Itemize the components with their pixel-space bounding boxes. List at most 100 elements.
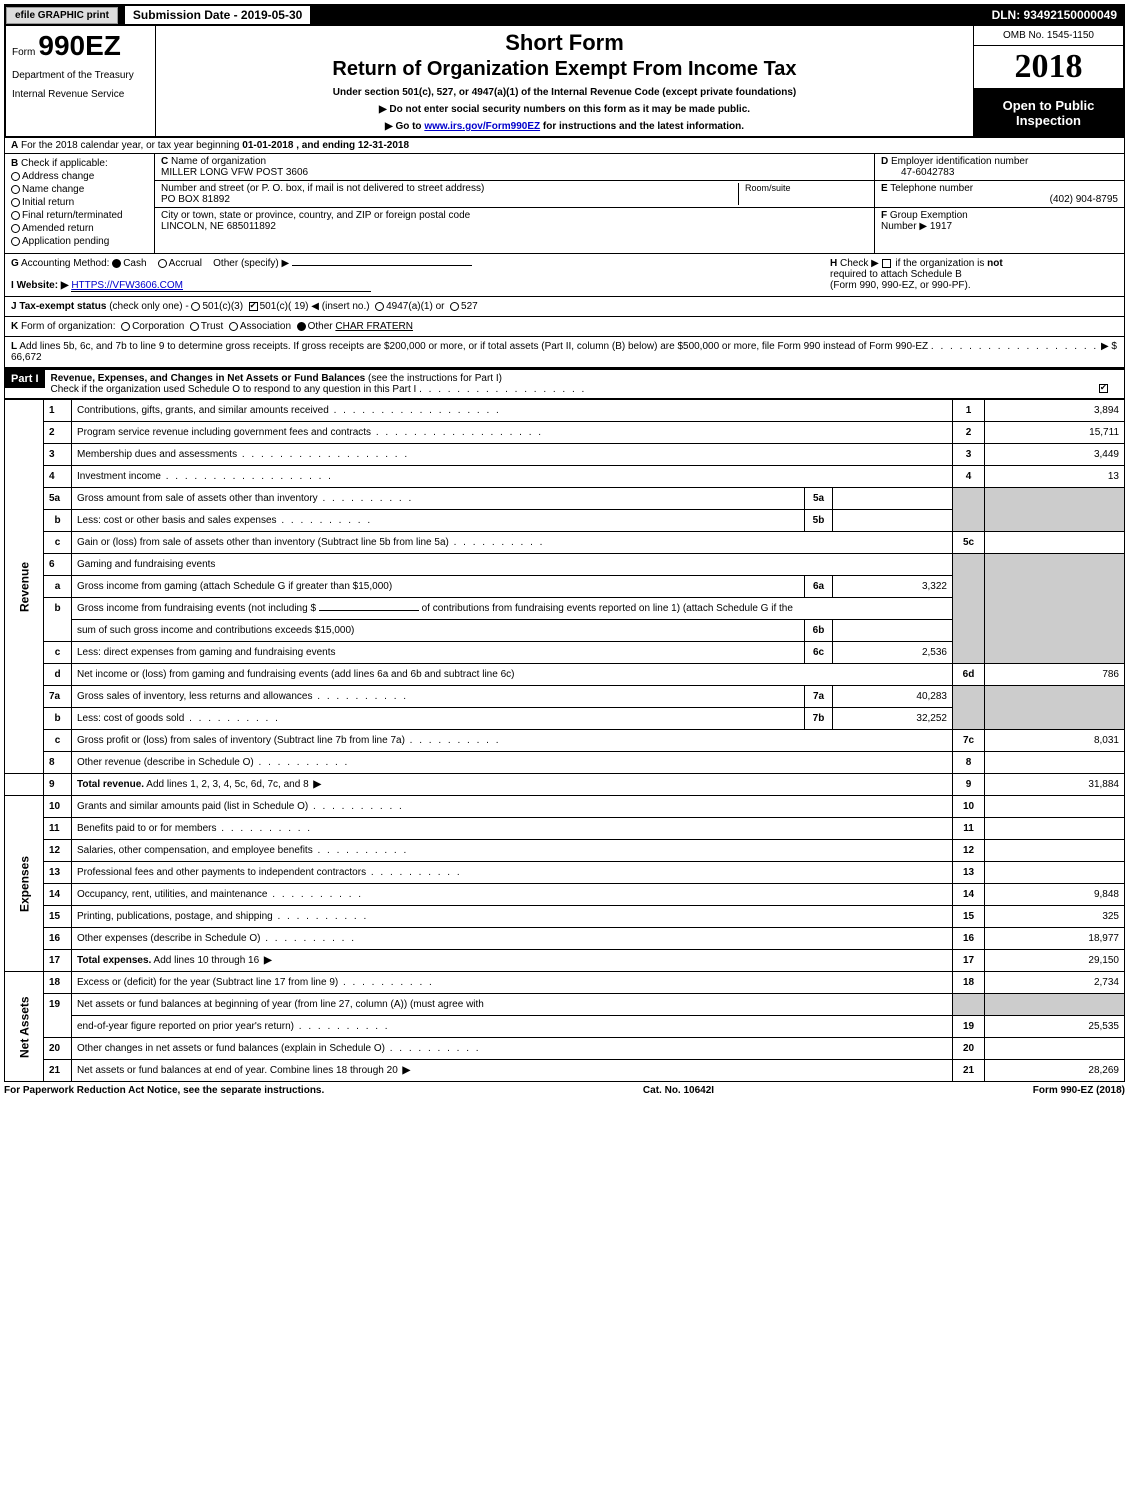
line-desc: Net assets or fund balances at end of ye… [72, 1060, 953, 1082]
line-desc: Total expenses. Add lines 10 through 16 [72, 950, 953, 972]
table-row: 2 Program service revenue including gove… [5, 422, 1125, 444]
schedule-b-checkbox[interactable] [882, 259, 891, 268]
dots-icon [329, 405, 501, 416]
chk-final-return[interactable]: Final return/terminated [11, 210, 148, 221]
line-amount: 8,031 [985, 730, 1125, 752]
line-ref: 7c [953, 730, 985, 752]
row-h-text1: Check ▶ [840, 258, 879, 269]
row-h: H Check ▶ if the organization is not req… [824, 254, 1124, 296]
table-row: end-of-year figure reported on prior yea… [5, 1016, 1125, 1038]
line-desc-text: Less: direct expenses from gaming and fu… [77, 647, 335, 658]
address-row: Number and street (or P. O. box, if mail… [155, 181, 874, 208]
line-desc-text: Program service revenue including govern… [77, 427, 371, 438]
label-d: D [881, 156, 888, 167]
tax-exempt-subtitle: (check only one) - [109, 301, 188, 312]
goto-post: for instructions and the latest informat… [543, 121, 744, 132]
line-desc-text: Gross amount from sale of assets other t… [77, 493, 318, 504]
fundraising-contrib-field[interactable] [319, 610, 419, 611]
phone-value: (402) 904-8795 [881, 194, 1118, 205]
line-desc: Grants and similar amounts paid (list in… [72, 796, 953, 818]
line-desc: Less: cost or other basis and sales expe… [72, 510, 805, 532]
shade-cell [953, 554, 985, 664]
city-row: City or town, state or province, country… [155, 208, 874, 234]
chk-address-change[interactable]: Address change [11, 171, 148, 182]
efile-print-button[interactable]: efile GRAPHIC print [6, 7, 118, 24]
revenue-section-label: Revenue [5, 400, 44, 774]
dept-irs: Internal Revenue Service [12, 89, 149, 100]
opt-501c: 501(c)( 19) ◀ (insert no.) [260, 301, 370, 312]
line-desc-text: Benefits paid to or for members [77, 823, 217, 834]
radio-accrual-icon[interactable] [158, 259, 167, 268]
table-row: 6 Gaming and fundraising events [5, 554, 1125, 576]
website-link[interactable]: HTTPS://VFW3606.COM [71, 280, 371, 292]
mini-ref: 7a [805, 686, 833, 708]
line-ref: 3 [953, 444, 985, 466]
city-value: LINCOLN, NE 685011892 [161, 221, 276, 232]
opt-trust: Trust [201, 321, 223, 332]
line-amount [985, 818, 1125, 840]
row-a: A For the 2018 calendar year, or tax yea… [5, 138, 1124, 154]
dots-icon [371, 427, 543, 438]
line-desc-text: Investment income [77, 471, 161, 482]
line-desc: Occupancy, rent, utilities, and maintena… [72, 884, 953, 906]
line-desc: Total revenue. Add lines 1, 2, 3, 4, 5c,… [72, 774, 953, 796]
line-amount: 31,884 [985, 774, 1125, 796]
row-h-text3: required to attach Schedule B [830, 269, 962, 280]
table-row: 8 Other revenue (describe in Schedule O)… [5, 752, 1125, 774]
radio-corp-icon[interactable] [121, 322, 130, 331]
table-row: 3 Membership dues and assessments 3 3,44… [5, 444, 1125, 466]
radio-icon [11, 198, 20, 207]
line-num: 12 [44, 840, 72, 862]
row-j: J Tax-exempt status (check only one) - 5… [5, 297, 1124, 317]
chk-application-pending[interactable]: Application pending [11, 236, 148, 247]
line-ref: 4 [953, 466, 985, 488]
radio-501c3-icon[interactable] [191, 302, 200, 311]
dots-arrow-icon [398, 1065, 412, 1076]
city-title: City or town, state or province, country… [161, 210, 470, 221]
line-num-blank [44, 620, 72, 642]
radio-assoc-icon[interactable] [229, 322, 238, 331]
chk-label: Application pending [22, 236, 109, 247]
radio-cash-icon[interactable] [112, 259, 121, 268]
radio-4947-icon[interactable] [375, 302, 384, 311]
line-num: 14 [44, 884, 72, 906]
radio-other-icon[interactable] [297, 322, 306, 331]
radio-527-icon[interactable] [450, 302, 459, 311]
table-row: 16 Other expenses (describe in Schedule … [5, 928, 1125, 950]
dots-icon [385, 1043, 481, 1054]
org-name-title: Name of organization [171, 156, 266, 167]
other-value: CHAR FRATERN [335, 321, 413, 332]
group-exemption-row: F Group Exemption Number ▶ 1917 [875, 208, 1124, 234]
line-desc: Printing, publications, postage, and shi… [72, 906, 953, 928]
mini-amount [833, 620, 953, 642]
tax-year-end: 12-31-2018 [358, 140, 409, 151]
radio-trust-icon[interactable] [190, 322, 199, 331]
line-num: 21 [44, 1060, 72, 1082]
other-specify-field[interactable] [292, 265, 472, 266]
line-num: 16 [44, 928, 72, 950]
line-ref: 6d [953, 664, 985, 686]
paperwork-notice: For Paperwork Reduction Act Notice, see … [4, 1085, 324, 1096]
row-g: G Accounting Method: Cash Accrual Other … [5, 254, 824, 296]
line-num: 1 [44, 400, 72, 422]
line-desc-bold: Total expenses. [77, 955, 151, 966]
line-desc-text: Other revenue (describe in Schedule O) [77, 757, 254, 768]
chk-name-change[interactable]: Name change [11, 184, 148, 195]
line-desc: Contributions, gifts, grants, and simila… [72, 400, 953, 422]
label-f: F [881, 210, 887, 221]
opt-501c3: 501(c)(3) [202, 301, 243, 312]
table-row: 12 Salaries, other compensation, and emp… [5, 840, 1125, 862]
chk-501c-icon[interactable] [249, 302, 258, 311]
mini-amount: 3,322 [833, 576, 953, 598]
line-num: 19 [44, 994, 72, 1016]
chk-initial-return[interactable]: Initial return [11, 197, 148, 208]
row-a-pre: For the 2018 calendar year, or tax year … [21, 140, 242, 151]
line-num: 6 [44, 554, 72, 576]
line-desc: Membership dues and assessments [72, 444, 953, 466]
line-amount [985, 752, 1125, 774]
part1-schedule-o-checkbox[interactable] [1099, 384, 1108, 393]
line-desc: Other revenue (describe in Schedule O) [72, 752, 953, 774]
line-num: 17 [44, 950, 72, 972]
chk-amended-return[interactable]: Amended return [11, 223, 148, 234]
irs-link[interactable]: www.irs.gov/Form990EZ [424, 121, 540, 132]
